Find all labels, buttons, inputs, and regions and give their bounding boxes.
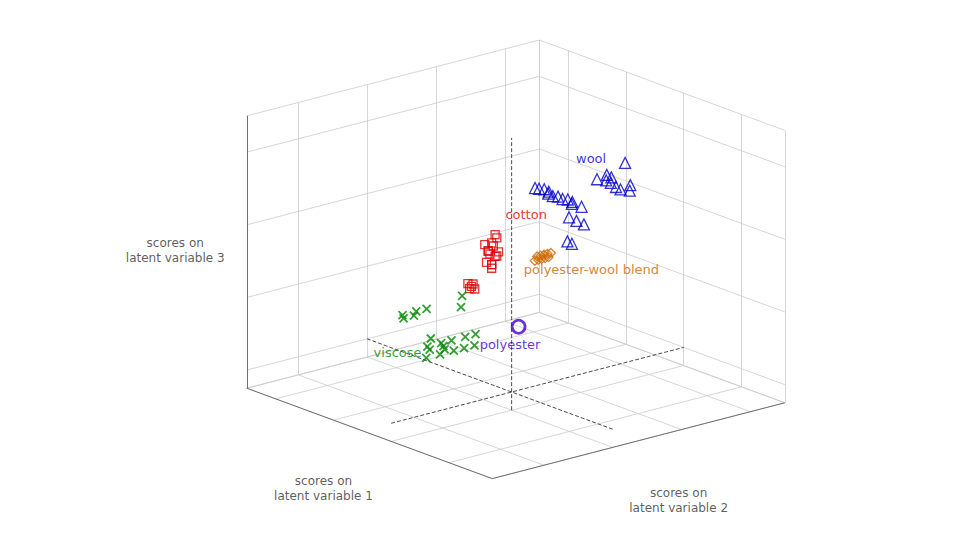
svg-text:wool: wool [576, 151, 606, 166]
svg-text:polyester: polyester [480, 337, 541, 352]
svg-text:latent variable 2: latent variable 2 [629, 501, 728, 515]
svg-text:cotton: cotton [505, 207, 547, 222]
svg-text:viscose: viscose [374, 345, 422, 360]
svg-text:scores on: scores on [295, 474, 352, 488]
svg-text:latent variable 1: latent variable 1 [274, 489, 373, 503]
svg-text:latent variable 3: latent variable 3 [126, 251, 225, 265]
svg-text:scores on: scores on [650, 486, 707, 500]
svg-text:scores on: scores on [147, 236, 204, 250]
svg-text:polyester-wool blend: polyester-wool blend [524, 262, 659, 277]
